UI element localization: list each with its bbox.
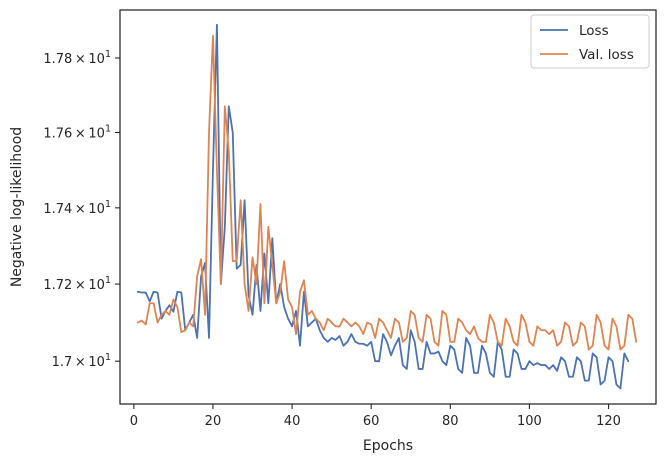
legend: Loss Val. loss: [530, 14, 650, 69]
x-tick-label: 60: [363, 414, 380, 429]
y-tick-label: 1.78 × 101: [43, 49, 111, 67]
x-axis-label: Epochs: [363, 438, 413, 454]
y-tick-label: 1.7 × 101: [52, 352, 111, 370]
legend-label-loss: Loss: [579, 23, 609, 39]
legend-label-val-loss: Val. loss: [579, 47, 634, 63]
plot-frame: [119, 9, 657, 405]
y-axis-ticks: 1.7 × 101 1.72 × 101 1.74 × 101 1.76 × 101 1…: [43, 49, 120, 370]
y-tick-label: 1.72 × 101: [43, 275, 111, 293]
val-loss-line: [136, 34, 638, 351]
x-tick-label: 80: [442, 414, 459, 429]
x-tick-label: 40: [284, 414, 301, 429]
y-tick-label: 1.74 × 101: [43, 199, 111, 217]
loss-line: [136, 23, 630, 390]
series-layer: [136, 23, 638, 390]
x-tick-label: 20: [205, 414, 222, 429]
y-tick-label: 1.76 × 101: [43, 123, 111, 141]
x-axis-ticks: 0 20 40 60 80 100 120: [130, 404, 621, 429]
x-tick-label: 120: [596, 414, 621, 429]
x-tick-label: 100: [517, 414, 542, 429]
x-tick-label: 0: [130, 414, 138, 429]
y-axis-label: Negative log-likelihood: [9, 127, 25, 287]
